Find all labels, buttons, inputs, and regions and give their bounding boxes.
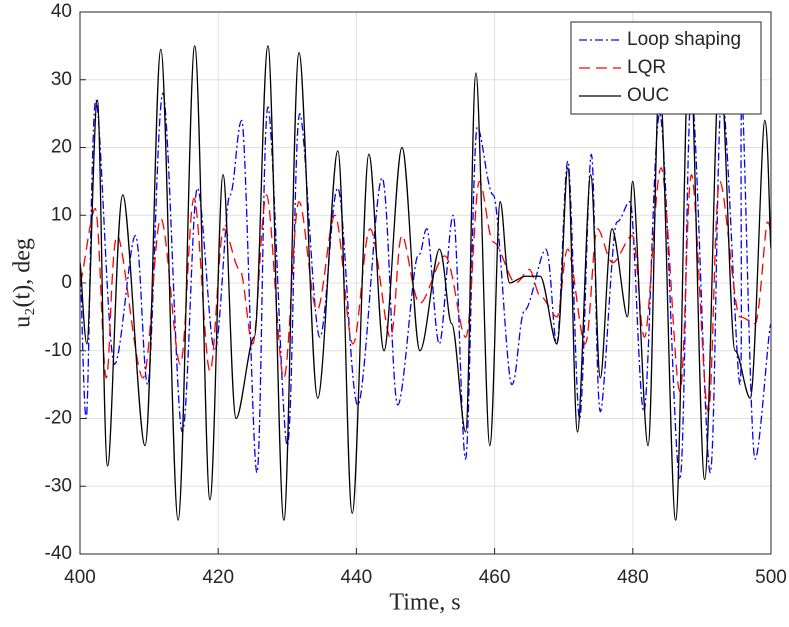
legend-label: Loop shaping — [627, 29, 741, 50]
x-tick-label: 480 — [617, 567, 649, 588]
y-axis-label: u₂(t), deg — [10, 238, 36, 328]
series-line — [79, 167, 772, 413]
y-tick-label: 20 — [51, 137, 72, 158]
y-tick-label: -10 — [45, 340, 72, 361]
x-tick-label: 500 — [755, 567, 787, 588]
x-tick-label: 400 — [64, 567, 96, 588]
y-tick-label: -20 — [45, 408, 72, 429]
x-tick-label: 440 — [341, 567, 373, 588]
series-line — [79, 38, 772, 521]
y-tick-label: -30 — [45, 475, 72, 496]
x-tick-label: 460 — [479, 567, 511, 588]
x-tick-label: 420 — [202, 567, 234, 588]
x-axis-label: Time, s — [389, 590, 460, 616]
legend-label: LQR — [627, 57, 666, 78]
y-tick-label: 0 — [61, 272, 72, 293]
y-tick-label: 10 — [51, 204, 72, 225]
series-line — [79, 92, 772, 481]
y-tick-label: 30 — [51, 69, 72, 90]
y-tick-label: 40 — [51, 1, 72, 22]
legend-label: OUC — [627, 85, 669, 106]
y-tick-label: -40 — [45, 543, 72, 564]
